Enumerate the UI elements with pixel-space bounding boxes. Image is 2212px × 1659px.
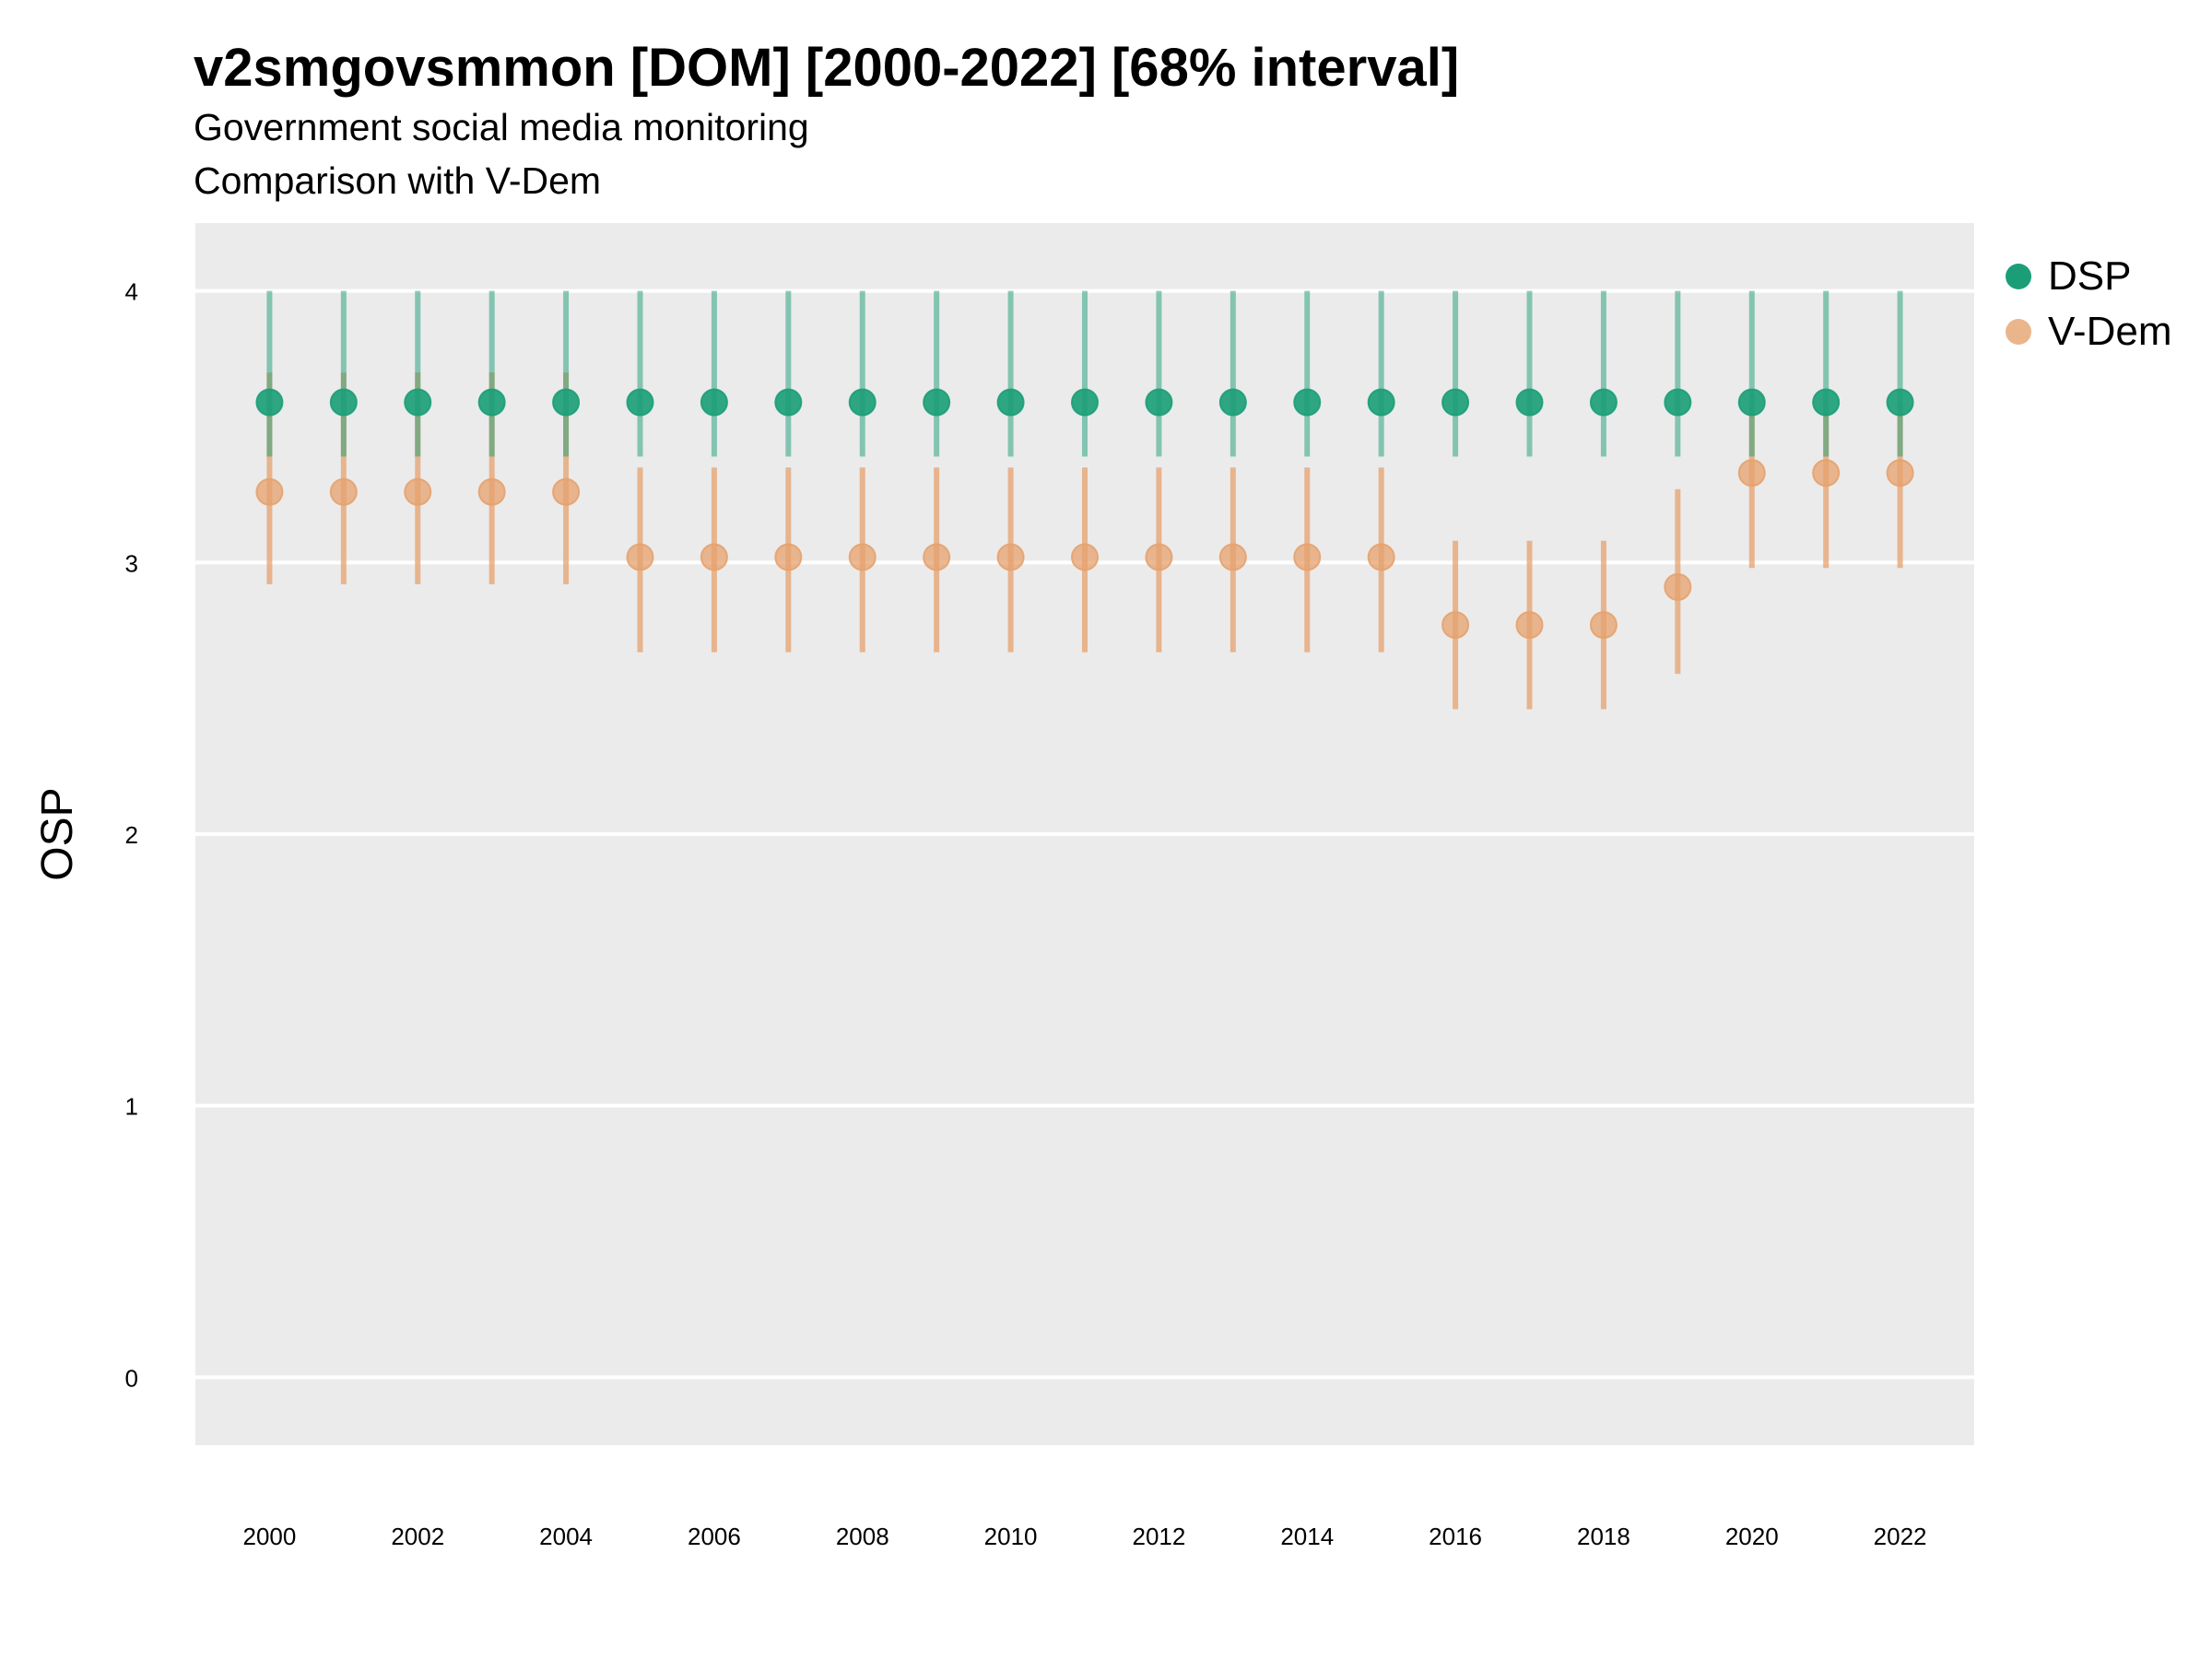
point-vdem bbox=[700, 543, 728, 571]
legend-label-vdem: V-Dem bbox=[2048, 309, 2172, 354]
point-vdem bbox=[477, 477, 506, 506]
point-dsp bbox=[1218, 388, 1247, 417]
legend-key-dsp bbox=[2006, 264, 2031, 289]
point-vdem bbox=[404, 477, 432, 506]
legend-key-vdem bbox=[2006, 319, 2031, 345]
point-dsp bbox=[923, 388, 951, 417]
point-dsp bbox=[848, 388, 877, 417]
x-tick-label: 2010 bbox=[984, 1523, 1038, 1550]
point-dsp bbox=[1515, 388, 1544, 417]
point-dsp bbox=[1886, 388, 1914, 417]
point-dsp bbox=[552, 388, 581, 417]
point-dsp bbox=[404, 388, 432, 417]
chart-subtitle-line-2: Comparison with V-Dem bbox=[194, 159, 602, 202]
x-tick-label: 2014 bbox=[1280, 1523, 1334, 1550]
y-axis-ticks: 0 1 2 3 4 bbox=[125, 278, 138, 1393]
point-vdem bbox=[1886, 459, 1914, 488]
x-tick-label: 2018 bbox=[1577, 1523, 1630, 1550]
point-vdem bbox=[1367, 543, 1395, 571]
point-dsp bbox=[477, 388, 506, 417]
point-dsp bbox=[700, 388, 728, 417]
point-vdem bbox=[923, 543, 951, 571]
point-dsp bbox=[255, 388, 284, 417]
point-dsp bbox=[996, 388, 1025, 417]
point-vdem bbox=[996, 543, 1025, 571]
point-dsp bbox=[1145, 388, 1173, 417]
x-tick-label: 2022 bbox=[1874, 1523, 1927, 1550]
legend: DSP V-Dem bbox=[2000, 249, 2171, 359]
x-axis-ticks: 2000 2002 2004 2006 2008 2010 2012 2014 2016 2018… bbox=[242, 1523, 1926, 1550]
x-tick-label: 2006 bbox=[688, 1523, 741, 1550]
point-dsp bbox=[1589, 388, 1618, 417]
data-points bbox=[255, 388, 1914, 640]
point-vdem bbox=[1664, 572, 1692, 601]
point-vdem bbox=[1071, 543, 1099, 571]
point-dsp bbox=[1071, 388, 1099, 417]
x-tick-label: 2002 bbox=[391, 1523, 444, 1550]
point-vdem bbox=[848, 543, 877, 571]
legend-item-dsp: DSP bbox=[2000, 249, 2171, 304]
point-dsp bbox=[1367, 388, 1395, 417]
y-axis-label: OSP bbox=[33, 787, 82, 880]
point-vdem bbox=[1441, 611, 1470, 640]
point-vdem bbox=[1737, 459, 1766, 488]
y-tick-label: 2 bbox=[125, 821, 138, 849]
x-tick-label: 2004 bbox=[539, 1523, 593, 1550]
point-dsp bbox=[1441, 388, 1470, 417]
point-vdem bbox=[1812, 459, 1841, 488]
point-dsp bbox=[1293, 388, 1322, 417]
x-tick-label: 2016 bbox=[1429, 1523, 1482, 1550]
point-vdem bbox=[774, 543, 803, 571]
chart-subtitle-line-1: Government social media monitoring bbox=[194, 106, 809, 148]
x-tick-label: 2008 bbox=[836, 1523, 889, 1550]
point-vdem bbox=[329, 477, 358, 506]
x-tick-label: 2000 bbox=[242, 1523, 296, 1550]
y-tick-label: 3 bbox=[125, 549, 138, 577]
point-vdem bbox=[1293, 543, 1322, 571]
x-tick-label: 2020 bbox=[1725, 1523, 1779, 1550]
point-dsp bbox=[329, 388, 358, 417]
y-tick-label: 1 bbox=[125, 1093, 138, 1121]
point-vdem bbox=[626, 543, 654, 571]
x-tick-label: 2012 bbox=[1132, 1523, 1185, 1550]
chart-title: v2smgovsmmon [DOM] [2000-2022] [68% inte… bbox=[194, 38, 1460, 98]
point-vdem bbox=[1218, 543, 1247, 571]
point-vdem bbox=[1515, 611, 1544, 640]
point-dsp bbox=[1812, 388, 1841, 417]
y-tick-label: 4 bbox=[125, 278, 138, 306]
point-dsp bbox=[1737, 388, 1766, 417]
legend-label-dsp: DSP bbox=[2048, 253, 2132, 299]
point-vdem bbox=[255, 477, 284, 506]
y-tick-label: 0 bbox=[125, 1364, 138, 1392]
point-dsp bbox=[774, 388, 803, 417]
point-dsp bbox=[1664, 388, 1692, 417]
point-vdem bbox=[1589, 611, 1618, 640]
point-dsp bbox=[626, 388, 654, 417]
point-vdem bbox=[552, 477, 581, 506]
legend-item-vdem: V-Dem bbox=[2000, 304, 2171, 359]
point-vdem bbox=[1145, 543, 1173, 571]
